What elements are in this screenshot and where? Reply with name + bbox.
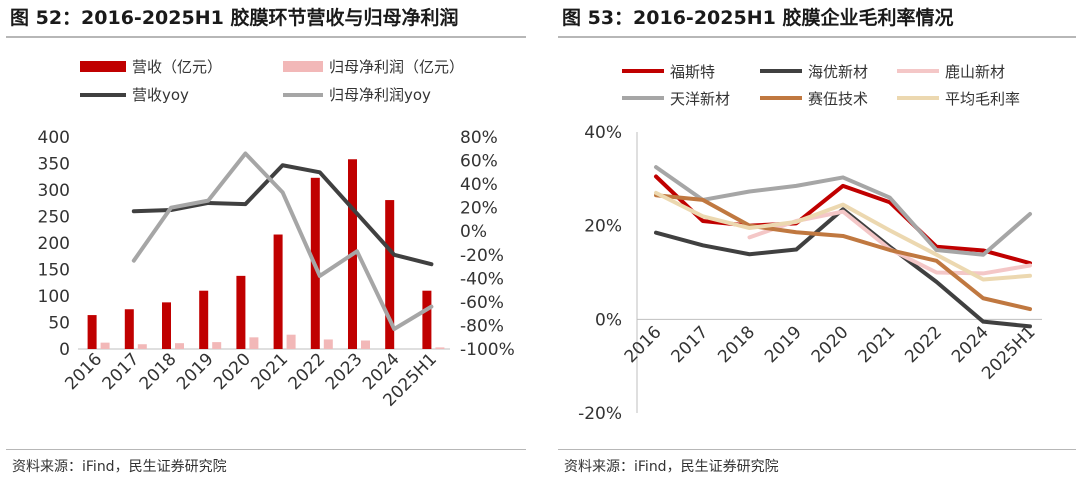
y-right-tick-label-0: -100% bbox=[460, 340, 515, 360]
bar-profit-2022 bbox=[323, 339, 333, 349]
line-series-0-0 bbox=[654, 174, 1032, 266]
y-tick-label-1: 0% bbox=[595, 310, 622, 330]
y-right-tick-label-7: 40% bbox=[460, 175, 498, 195]
right-chart-title: 图 53：2016-2025H1 胶膜企业毛利率情况 bbox=[562, 7, 954, 29]
left-source-note: 资料来源：iFind，民生证券研究院 bbox=[12, 459, 227, 475]
y-right-tick-label-6: 20% bbox=[460, 199, 498, 219]
x-tick-label-2021: 2021 bbox=[247, 349, 292, 394]
bar-profit-2019 bbox=[212, 342, 222, 349]
line-series-2-0 bbox=[131, 163, 434, 267]
bar-revenue-2016 bbox=[87, 315, 97, 349]
x-tick-label-2017: 2017 bbox=[99, 349, 144, 394]
y-right-tick-label-2: -60% bbox=[460, 293, 504, 313]
line-series-5-0 bbox=[654, 190, 1032, 282]
x-tick-label-2021: 2021 bbox=[855, 322, 900, 367]
x-tick-label-2019: 2019 bbox=[761, 322, 806, 367]
x-tick-label-2022: 2022 bbox=[285, 349, 330, 394]
y-right-tick-label-9: 80% bbox=[460, 128, 498, 148]
line-series-3-0 bbox=[654, 165, 1032, 257]
bar-revenue-2018 bbox=[162, 302, 171, 349]
y-right-tick-label-3: -40% bbox=[460, 269, 504, 289]
bar-profit-2017 bbox=[137, 344, 147, 349]
y-left-tick-label-2: 100 bbox=[38, 287, 70, 307]
y-left-tick-label-1: 50 bbox=[48, 314, 70, 334]
bar-revenue-2019 bbox=[199, 290, 209, 349]
right-source-rule bbox=[558, 449, 1076, 450]
legend-label-3: 归母净利润yoy bbox=[329, 86, 431, 104]
line-series-3-0 bbox=[131, 151, 434, 331]
y-tick-label-3: 40% bbox=[584, 123, 622, 143]
legend-label-1: 海优新材 bbox=[808, 63, 868, 81]
y-left-tick-label-8: 400 bbox=[38, 128, 70, 148]
y-tick-label-0: -20% bbox=[578, 404, 622, 424]
y-left-tick-label-3: 150 bbox=[38, 261, 70, 281]
bar-profit-2023 bbox=[361, 340, 370, 349]
left-chart-panel: 图 52：2016-2025H1 胶膜环节营收与归母净利润 营收（亿元） 归母净利… bbox=[0, 0, 530, 479]
y-left-tick-label-0: 0 bbox=[59, 340, 70, 360]
bar-revenue-2017 bbox=[124, 309, 134, 349]
y-left-tick-label-7: 350 bbox=[38, 155, 70, 175]
bar-profit-2020 bbox=[249, 337, 259, 349]
x-tick-label-2022: 2022 bbox=[901, 322, 946, 367]
x-tick-label-2019: 2019 bbox=[173, 349, 218, 394]
bar-revenue-2020 bbox=[236, 275, 246, 349]
left-title-rule bbox=[6, 36, 526, 38]
right-source-note: 资料来源：iFind，民生证券研究院 bbox=[564, 459, 779, 475]
line-series-1-0 bbox=[654, 207, 1032, 329]
y-right-tick-label-4: -20% bbox=[460, 246, 504, 266]
x-tick-label-2018: 2018 bbox=[136, 349, 181, 394]
bar-revenue-2024 bbox=[385, 200, 395, 349]
bar-profit-2018 bbox=[175, 343, 184, 349]
legend-swatch-0 bbox=[80, 61, 126, 72]
left-source-rule bbox=[6, 449, 526, 450]
legend-label-0: 福斯特 bbox=[670, 63, 715, 81]
bar-profit-2016 bbox=[100, 342, 110, 349]
x-tick-label-2020: 2020 bbox=[210, 349, 255, 394]
y-left-tick-label-5: 250 bbox=[38, 208, 70, 228]
y-tick-label-2: 20% bbox=[584, 217, 622, 237]
x-tick-label-2016: 2016 bbox=[621, 322, 666, 367]
right-title-rule bbox=[558, 36, 1076, 38]
bar-revenue-2025H1 bbox=[422, 290, 432, 349]
x-tick-label-2017: 2017 bbox=[668, 322, 713, 367]
legend-label-0: 营收（亿元） bbox=[132, 58, 222, 76]
left-chart-svg: 营收（亿元） 归母净利润（亿元） 营收yoy 归母净利润yoy 0 50 100 150 200… bbox=[38, 58, 515, 411]
y-right-tick-label-5: 0% bbox=[460, 222, 487, 242]
bar-profit-2025H1 bbox=[435, 347, 445, 349]
right-chart-panel: 图 53：2016-2025H1 胶膜企业毛利率情况 福斯特 海优新材 鹿山新材天洋… bbox=[552, 0, 1080, 479]
legend-label-5: 平均毛利率 bbox=[945, 90, 1020, 108]
y-right-tick-label-8: 60% bbox=[460, 152, 498, 172]
legend-label-2: 鹿山新材 bbox=[945, 63, 1005, 81]
bar-profit-2021 bbox=[286, 334, 296, 349]
bar-revenue-2021 bbox=[273, 234, 283, 349]
legend-label-1: 归母净利润（亿元） bbox=[329, 58, 464, 76]
legend-label-3: 天洋新材 bbox=[670, 90, 730, 108]
y-left-tick-label-4: 200 bbox=[38, 234, 70, 254]
legend-swatch-1 bbox=[283, 61, 323, 72]
x-tick-label-2023: 2023 bbox=[322, 349, 367, 394]
y-right-tick-label-1: -80% bbox=[460, 316, 504, 336]
x-tick-label-2020: 2020 bbox=[808, 322, 853, 367]
line-series-4-0 bbox=[654, 193, 1032, 312]
y-left-tick-label-6: 300 bbox=[38, 181, 70, 201]
legend-label-2: 营收yoy bbox=[132, 86, 189, 104]
legend-label-4: 赛伍技术 bbox=[808, 90, 868, 108]
x-tick-label-2018: 2018 bbox=[714, 322, 759, 367]
left-chart-title: 图 52：2016-2025H1 胶膜环节营收与归母净利润 bbox=[10, 7, 459, 29]
